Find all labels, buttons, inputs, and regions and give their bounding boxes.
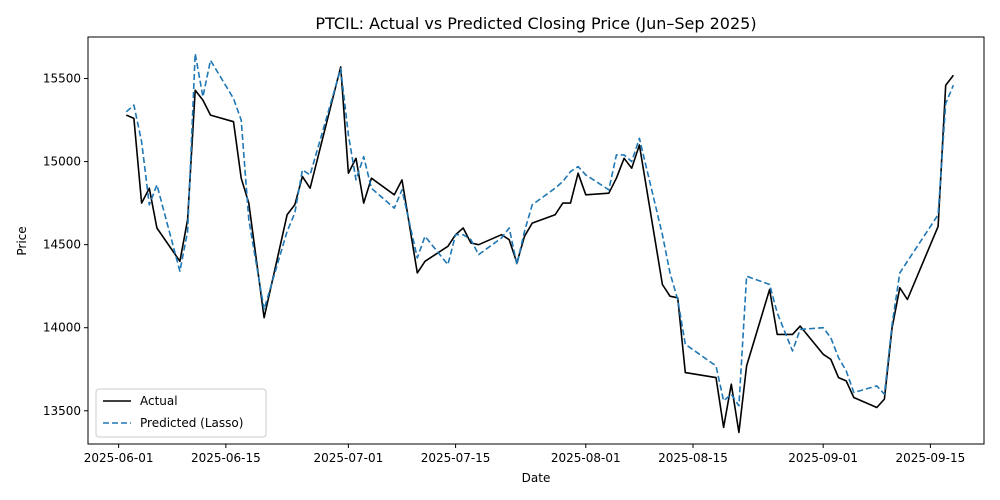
legend: Actual Predicted (Lasso): [95, 388, 267, 438]
plot-frame: [87, 36, 985, 445]
x-tick-label: 2025-09-15: [896, 451, 966, 465]
x-tick-label: 2025-08-15: [658, 451, 728, 465]
x-tick-label: 2025-06-15: [191, 451, 261, 465]
y-tick-label: 14500: [43, 238, 81, 252]
plot-area: [88, 37, 984, 444]
legend-box: [95, 388, 267, 438]
y-axis: 13500 14000 14500 15000 15500: [43, 72, 88, 418]
y-tick-label: 13500: [43, 404, 81, 418]
y-tick-label: 15000: [43, 155, 81, 169]
predicted-series-line: [125, 52, 955, 407]
y-axis-label: Price: [15, 226, 29, 255]
actual-series-line: [125, 66, 955, 434]
x-axis-label: Date: [522, 471, 551, 485]
x-tick-label: 2025-08-01: [551, 451, 621, 465]
y-tick-label: 14000: [43, 321, 81, 335]
x-tick-label: 2025-07-01: [314, 451, 384, 465]
series-layer: [125, 52, 955, 434]
x-tick-label: 2025-09-01: [788, 451, 858, 465]
chart-title: PTCIL: Actual vs Predicted Closing Price…: [315, 14, 756, 33]
x-tick-label: 2025-06-01: [84, 451, 154, 465]
y-tick-label: 15500: [43, 72, 81, 86]
legend-label: Predicted (Lasso): [140, 416, 243, 430]
legend-label: Actual: [140, 394, 178, 408]
x-tick-label: 2025-07-15: [421, 451, 491, 465]
x-axis: 2025-06-01 2025-06-15 2025-07-01 2025-07-15…: [84, 444, 966, 465]
